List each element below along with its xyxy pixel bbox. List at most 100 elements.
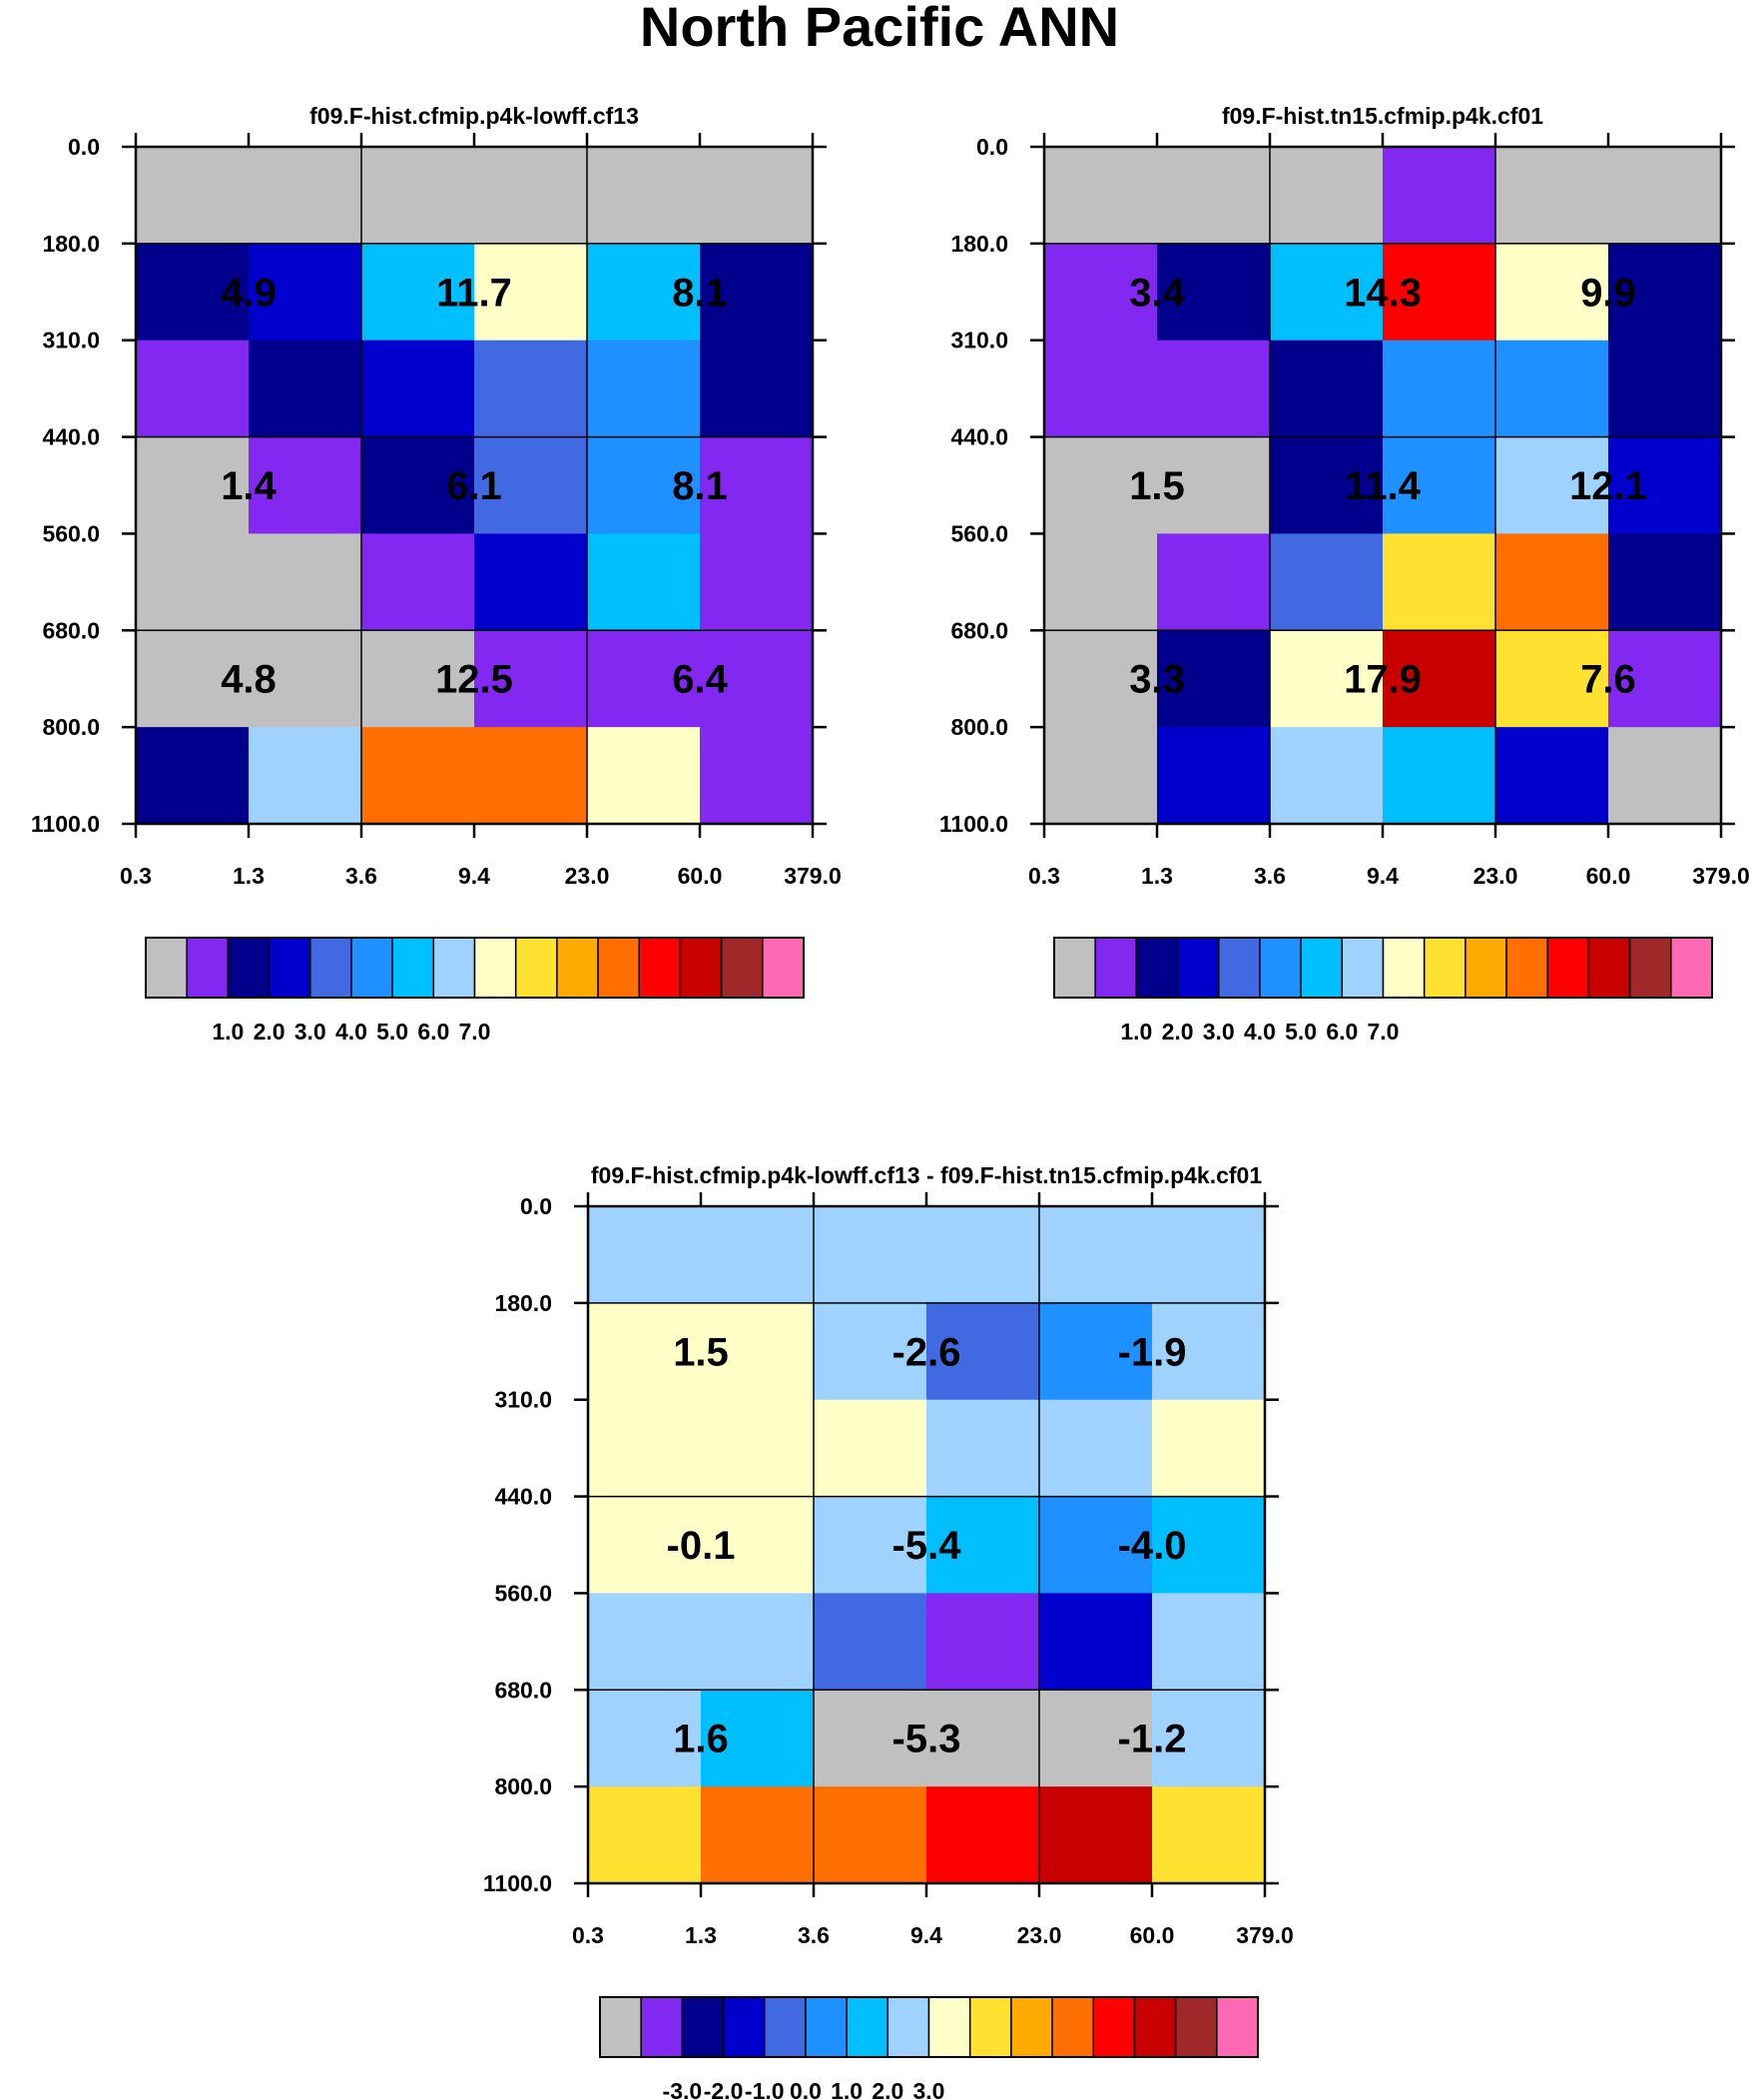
colorbar-box [1216,1996,1259,2058]
colorbar-box [886,1996,930,2058]
bin-total-label: 8.1 [672,271,728,315]
heatmap-cell [926,1593,1040,1691]
heatmap-cell [700,630,814,728]
colorbar-label: 7.0 [1368,1019,1400,1045]
heatmap-cell [1495,243,1609,342]
heatmap-cell [588,1496,702,1595]
colorbar-box [1505,937,1549,999]
heatmap-cell [1044,243,1158,342]
heatmap-cell [700,243,814,342]
x-tick-label: 3.6 [345,863,377,889]
heatmap-cell [361,630,475,728]
heatmap-cell [814,1206,927,1304]
heatmap-cell [1152,1690,1266,1787]
heatmap-cell [814,1786,927,1884]
heatmap-cell [249,147,362,245]
heatmap-cell [136,630,250,728]
colorbar-box [927,1996,971,2058]
heatmap-cell [700,147,814,245]
heatmap-cell [1039,1496,1153,1595]
heatmap-cell [1157,533,1271,631]
bin-total-label: 3.3 [1129,658,1185,702]
colorbar-frame [599,1996,1259,2058]
x-tick-label: 9.4 [1367,863,1399,889]
colorbar-frame [1053,937,1713,999]
heatmap-cell [136,243,250,342]
heatmap-cell [587,727,701,825]
colorbar-box [1174,1996,1218,2058]
heatmap-cell [1157,727,1271,825]
heatmap-cell [1044,533,1158,631]
bin-total-label: 6.1 [446,464,502,508]
heatmap-cell [814,1496,927,1595]
heatmap-cell [361,147,475,245]
heatmap-cell [136,147,250,245]
heatmap-cell [361,243,475,342]
panels: f09.F-hist.cfmip.p4k-lowff.cf13 0.0 180.0 3… [31,103,1750,2100]
heatmap-cell [1044,630,1158,728]
heatmap-cell [1152,1593,1266,1691]
heatmap-cell [1270,147,1384,245]
y-tick-label: 0.0 [976,134,1008,160]
heatmap-cell [587,243,701,342]
heatmap-cell [1152,1302,1266,1401]
colorbar-box [805,1996,848,2058]
y-tick-label: 310.0 [494,1387,552,1413]
y-tick-label: 310.0 [950,328,1008,353]
heatmap-cell [1157,436,1271,535]
heatmap-cell [361,533,475,631]
bin-total-label: -1.9 [1118,1330,1187,1374]
colorbar-box [1092,1996,1136,2058]
colorbar-box [720,937,764,999]
x-tick-label: 3.6 [798,1922,830,1948]
heatmap-cell [701,1496,815,1595]
x-tick-label: 60.0 [678,863,723,889]
heatmap-cell [701,1302,815,1401]
colorbar-box [1587,937,1631,999]
heatmap-cell [1039,1399,1153,1498]
bin-total-label: -1.2 [1118,1718,1187,1761]
heatmap-cell [1044,436,1158,535]
heatmap-cell [1270,340,1384,438]
y-tick-label: 800.0 [950,714,1008,740]
bin-total-label: 14.3 [1344,271,1422,315]
heatmap-cell [588,1302,702,1401]
colorbar-label: 2.0 [254,1019,286,1045]
colorbar-label: 3.0 [294,1019,326,1045]
heatmap-cell [926,1786,1040,1884]
colorbar-box [473,937,517,999]
heatmap-cell [1608,533,1722,631]
colorbar-label: 6.0 [417,1019,449,1045]
colorbar-label: -2.0 [704,2078,744,2100]
heatmap-cell [926,1399,1040,1498]
colorbar-box [1176,937,1220,999]
x-tick-label: 60.0 [1586,863,1631,889]
heatmap-cell [701,1786,815,1884]
heatmap-cell [1383,727,1496,825]
x-tick-label: 379.0 [1236,1922,1294,1948]
colorbar-frame [145,937,805,999]
heatmap-cell [926,1206,1040,1304]
colorbar-box [1341,937,1385,999]
heatmap-cell [1152,1206,1266,1304]
heatmap-cell [1044,340,1158,438]
heatmap-cell [361,340,475,438]
colorbar-box [968,1996,1012,2058]
heatmap-cell [474,340,588,438]
heatmap-cell [474,147,588,245]
y-tick-label: 0.0 [520,1193,552,1219]
heatmap-cell [588,1593,702,1691]
heatmap-cell [1495,630,1609,728]
heatmap-cell [926,1496,1040,1595]
y-tick-label: 560.0 [42,520,100,546]
bin-total-label: 4.8 [221,658,277,702]
heatmap-cell [926,1302,1040,1401]
heatmap-cell [474,630,588,728]
heatmap-cell [1270,727,1384,825]
heatmap-cell [361,436,475,535]
colorbar-box [764,1996,807,2058]
bin-total-label: 8.1 [672,464,728,508]
heatmap-cell [700,533,814,631]
heatmap-cell [249,727,362,825]
x-tick-label: 23.0 [565,863,610,889]
